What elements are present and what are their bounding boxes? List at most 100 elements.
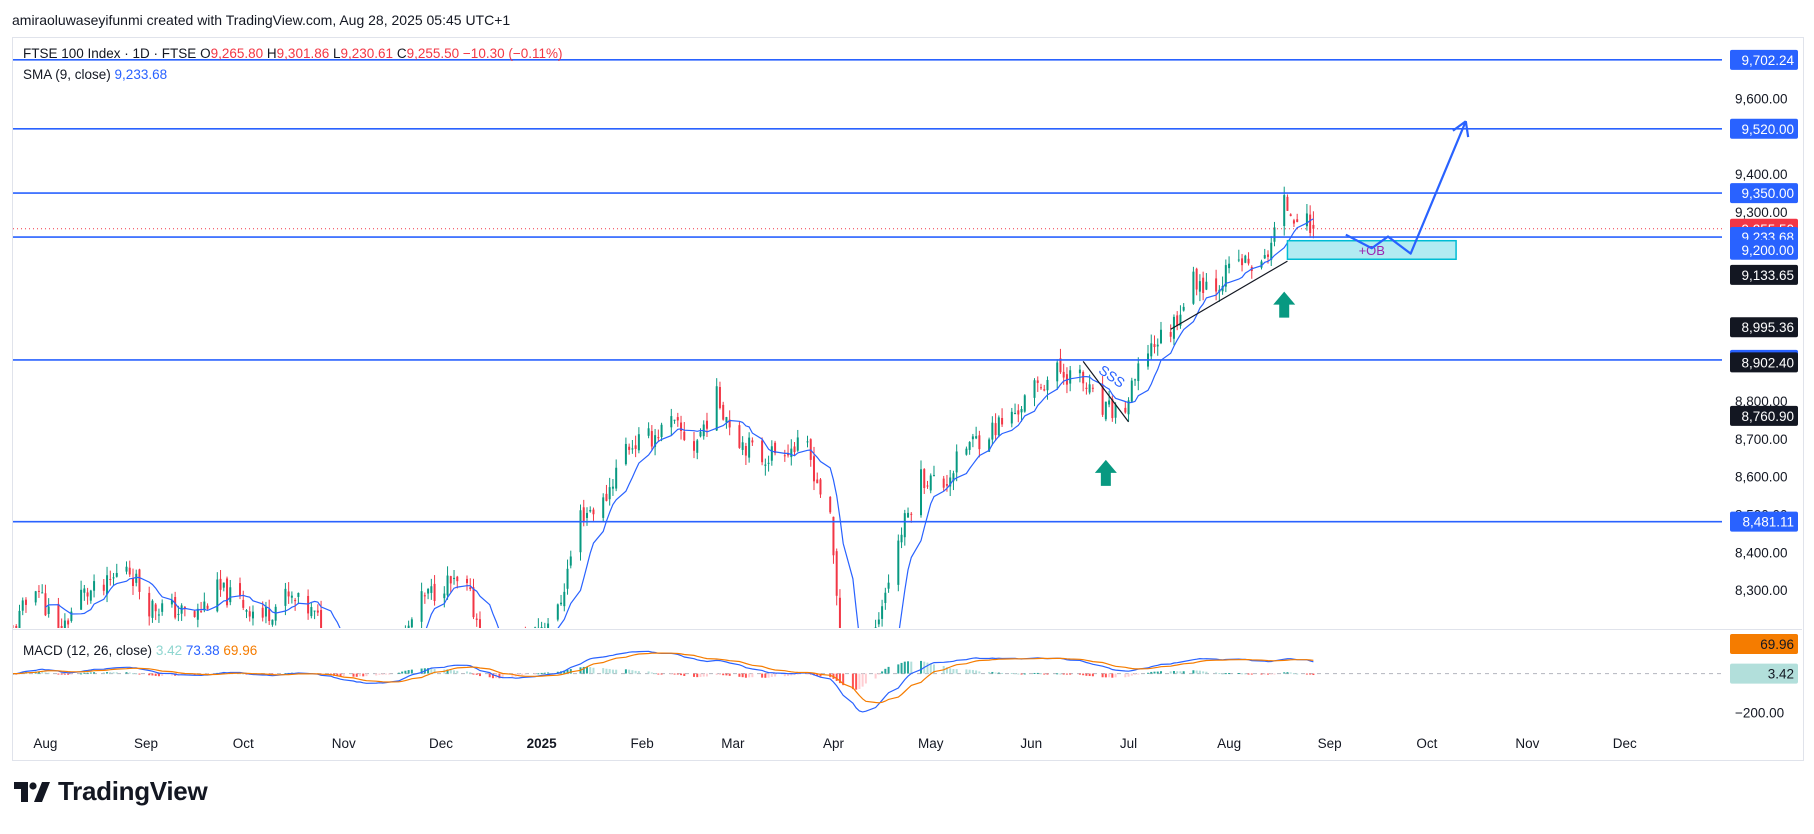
macd-hist-bar-24 xyxy=(115,672,118,674)
candle-97 xyxy=(449,576,452,584)
macd-hist-bar-77 xyxy=(358,673,361,677)
candle-2 xyxy=(18,610,21,628)
candle-192 xyxy=(881,606,884,619)
price-chart[interactable]: +OBSSS8,300.008,400.008,500.008,600.008,… xyxy=(0,0,1814,770)
candle-230 xyxy=(1056,362,1059,382)
macd-hist-bar-75 xyxy=(352,673,355,677)
macd-hist-bar-168 xyxy=(770,673,773,677)
candle-249 xyxy=(1137,363,1140,382)
candle-62 xyxy=(290,595,293,598)
candle-101 xyxy=(469,587,472,589)
candle-184 xyxy=(842,635,844,673)
macd-hist-bar-218 xyxy=(997,672,1000,674)
macd-hist-bar-80 xyxy=(375,673,378,676)
candle-195 xyxy=(897,540,900,585)
candle-244 xyxy=(1114,404,1117,418)
macd-hist-bar-171 xyxy=(787,673,790,676)
tradingview-logo[interactable]: TradingView xyxy=(14,776,208,807)
candle-106 xyxy=(492,648,494,663)
level-tag-1: 9,520.00 xyxy=(1741,122,1794,137)
candle-166 xyxy=(764,464,767,466)
candle-91 xyxy=(423,595,426,597)
tradingview-logo-icon xyxy=(14,781,50,802)
time-tick-label: Dec xyxy=(429,736,453,751)
macd-hist-bar-245 xyxy=(1124,673,1127,678)
symbol-legend[interactable]: FTSE 100 Index · 1D · FTSE O9,265.80 H9,… xyxy=(23,46,563,61)
macd-hist-bar-73 xyxy=(339,673,342,677)
macd-hist-bar-159 xyxy=(728,673,731,676)
macd-hist-bar-191 xyxy=(877,673,880,675)
candle-43 xyxy=(203,601,206,611)
candle-148 xyxy=(680,422,683,431)
sma-legend[interactable]: SMA (9, close) 9,233.68 xyxy=(23,67,167,82)
price-tag-4: 8,995.36 xyxy=(1741,320,1794,335)
time-tick-label: Oct xyxy=(1416,736,1437,751)
macd-hist-bar-190 xyxy=(874,673,877,679)
candle-280 xyxy=(1283,195,1286,226)
macd-hist-bar-174 xyxy=(796,673,799,675)
macd-hist-bar-153 xyxy=(702,673,705,677)
macd-hist-bar-200 xyxy=(920,660,923,674)
candle-143 xyxy=(657,437,660,439)
macd-hist-bar-60 xyxy=(284,673,287,675)
candle-8 xyxy=(44,593,47,616)
price-tick-label: 8,600.00 xyxy=(1735,470,1788,485)
macd-hist-bar-135 xyxy=(624,669,627,674)
candle-15 xyxy=(80,589,83,610)
price-tag-3-bg xyxy=(1730,264,1798,285)
time-tick-label: Feb xyxy=(630,736,653,751)
up-arrow-1 xyxy=(1094,459,1117,486)
candle-182 xyxy=(835,551,838,596)
candle-207 xyxy=(949,477,952,487)
time-tick-label: Nov xyxy=(1515,736,1539,751)
macd-legend-macd: 73.38 xyxy=(185,643,220,658)
price-tag-6-bg xyxy=(1730,405,1798,426)
macd-tag-signal: 69.96 xyxy=(1760,637,1794,652)
candle-245 xyxy=(1124,407,1127,413)
macd-hist-bar-123 xyxy=(566,669,569,674)
macd-hist-bar-261 xyxy=(1195,670,1198,674)
macd-hist-bar-10 xyxy=(57,673,60,675)
macd-hist-bar-86 xyxy=(401,671,404,674)
macd-hist-bar-152 xyxy=(699,673,702,677)
candle-26 xyxy=(128,567,131,575)
candle-286 xyxy=(1309,214,1312,234)
candle-53 xyxy=(248,611,251,617)
candle-237 xyxy=(1085,387,1088,389)
price-tag-2: 9,200.00 xyxy=(1741,243,1794,258)
macd-hist-bar-186 xyxy=(855,673,858,690)
candle-263 xyxy=(1202,277,1205,294)
macd-hist-bar-246 xyxy=(1127,673,1130,677)
macd-hist-bar-166 xyxy=(764,673,767,678)
candle-268 xyxy=(1224,265,1227,287)
macd-hist-bar-109 xyxy=(501,673,504,678)
macd-hist-bar-151 xyxy=(696,673,699,678)
chart-frame[interactable] xyxy=(12,37,1804,761)
macd-hist-bar-167 xyxy=(767,673,770,678)
candle-41 xyxy=(196,608,199,620)
candle-242 xyxy=(1108,400,1111,405)
candle-23 xyxy=(112,577,115,579)
candle-64 xyxy=(297,592,300,597)
candle-146 xyxy=(673,419,676,421)
macd-hist-bar-204 xyxy=(932,664,935,674)
candle-177 xyxy=(812,456,815,482)
legend-symbol: FTSE 100 Index · 1D · FTSE xyxy=(23,46,197,61)
macd-hist-bar-149 xyxy=(683,673,686,676)
macd-hist-bar-197 xyxy=(903,661,906,674)
macd-hist-bar-118 xyxy=(543,672,546,674)
macd-hist-bar-15 xyxy=(80,673,83,675)
time-tick-label: May xyxy=(918,736,944,751)
candle-152 xyxy=(699,431,702,437)
macd-hist-bar-79 xyxy=(365,673,368,677)
candle-235 xyxy=(1078,369,1081,374)
macd-hist-bar-282 xyxy=(1289,672,1292,674)
macd-hist-bar-239 xyxy=(1091,673,1094,677)
macd-hist-bar-216 xyxy=(991,671,994,674)
candle-193 xyxy=(884,592,887,603)
macd-hist-bar-244 xyxy=(1114,673,1117,678)
macd-legend[interactable]: MACD (12, 26, close) 3.42 73.38 69.96 xyxy=(23,643,257,658)
macd-hist-bar-146 xyxy=(673,673,676,675)
candle-88 xyxy=(407,625,410,628)
macd-hist-bar-18 xyxy=(89,672,92,674)
